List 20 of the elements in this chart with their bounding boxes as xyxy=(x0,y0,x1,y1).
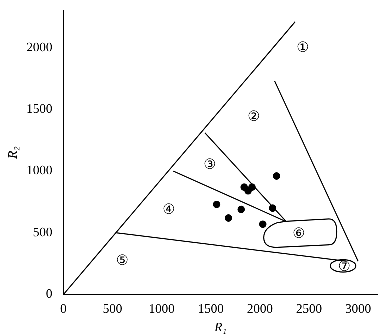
y-tick-label: 0 xyxy=(46,286,53,302)
annotation: ① xyxy=(296,40,310,56)
y-tick-label: 1500 xyxy=(26,101,53,116)
y-tick-label: 500 xyxy=(33,224,53,240)
annotation: ⑥ xyxy=(292,226,306,242)
x-tick-label: 500 xyxy=(102,301,122,316)
x-tick-label: 1000 xyxy=(148,301,175,316)
x-tick-label: 2500 xyxy=(296,301,322,316)
annotation: ③ xyxy=(204,157,216,173)
x-tick-label: 2000 xyxy=(247,301,274,316)
annotation: ② xyxy=(248,109,260,125)
x-axis-title: R₁ xyxy=(214,320,228,335)
y-tick-label: 1000 xyxy=(26,162,53,178)
x-tick-label: 3000 xyxy=(345,301,372,316)
y-tick-label: 2000 xyxy=(26,39,53,54)
x-tick-label: 0 xyxy=(60,301,67,316)
x-tick-label: 1500 xyxy=(198,301,224,316)
annotation: ⑤ xyxy=(116,253,129,269)
y-axis-title: R₂ xyxy=(5,146,20,160)
annotation: ④ xyxy=(162,202,176,218)
